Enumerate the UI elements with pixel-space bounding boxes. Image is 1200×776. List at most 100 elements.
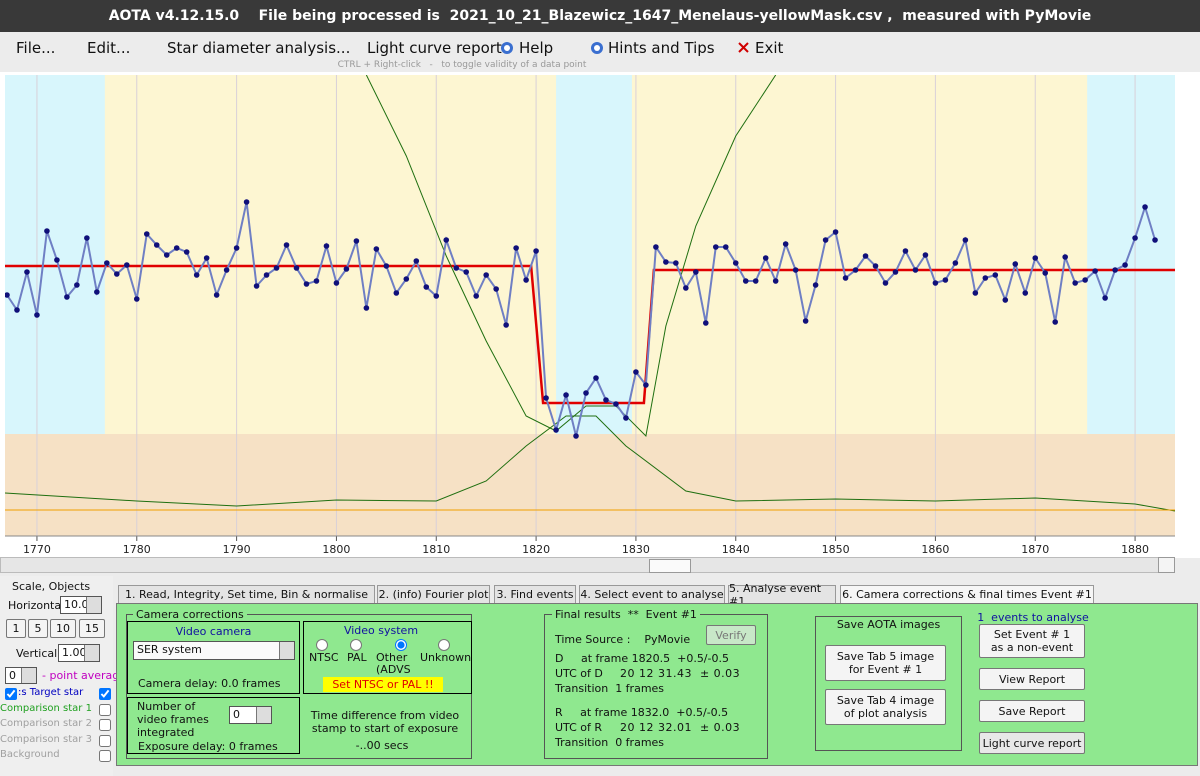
radio[interactable]: [350, 639, 362, 651]
data-point: [523, 277, 529, 283]
menu-item[interactable]: Star diameter analysis...: [167, 39, 351, 57]
light-curve-plot[interactable]: 1770 1780 1790 1800 1810 1820 1830 1840 1850 1860…: [0, 0, 1200, 576]
tab[interactable]: 1. Read, Integrity, Set time, Bin & norm…: [118, 585, 375, 603]
box-title: Video camera: [175, 625, 252, 638]
scroll-right[interactable]: [1158, 557, 1175, 573]
radio-label: NTSC: [309, 651, 339, 664]
hints-icon: [591, 42, 603, 54]
object-label: Comparison star 3: [0, 733, 92, 745]
save-tab5-button[interactable]: Save Tab 5 image for Event # 1: [825, 645, 946, 681]
object-checkbox[interactable]: [99, 703, 111, 716]
data-point: [443, 237, 450, 243]
object-checkbox[interactable]: [99, 750, 111, 762]
scale-button[interactable]: 5: [28, 619, 48, 638]
data-point: [812, 282, 819, 288]
data-point: [992, 272, 999, 278]
light-curve-report-button[interactable]: Light curve report: [979, 732, 1085, 754]
spin-arrows[interactable]: [84, 645, 99, 661]
left-panel: Scale, Objects Horizontal 10.0 1 5 10 15…: [0, 576, 126, 776]
data-point: [323, 243, 330, 249]
tab[interactable]: 4. Select event to analyse: [579, 585, 725, 603]
menu-item[interactable]: Exit: [755, 39, 784, 57]
view-report-button[interactable]: View Report: [979, 668, 1085, 690]
vertical-spinbox[interactable]: 1.00: [58, 644, 100, 662]
x-tick-label: 1810: [422, 543, 450, 556]
object-checkbox[interactable]: [99, 719, 111, 731]
object-checkbox[interactable]: [99, 688, 111, 700]
data-point: [1022, 290, 1029, 296]
dropdown-arrow[interactable]: [279, 642, 294, 659]
data-point: [1012, 261, 1019, 267]
scrollbar[interactable]: [0, 557, 1175, 573]
value: 0: [9, 669, 16, 682]
data-point: [862, 253, 869, 259]
menu-item[interactable]: File...: [16, 39, 56, 57]
data-point: [972, 290, 979, 296]
menu-item[interactable]: Help: [519, 39, 554, 57]
data-point: [423, 284, 430, 290]
dropdown-arrow[interactable]: [21, 668, 36, 683]
data-point: [493, 286, 499, 292]
radio[interactable]: [316, 639, 328, 651]
data-point: [283, 242, 290, 248]
data-point: [403, 276, 410, 282]
data-point: [153, 242, 160, 248]
data-point: [313, 278, 320, 284]
frames-box: [127, 697, 300, 754]
save-images-group: [815, 616, 962, 751]
data-point: [573, 433, 579, 439]
menu-item[interactable]: Light curve report: [367, 39, 502, 57]
data-point: [1122, 262, 1128, 268]
camera-select[interactable]: SER system: [133, 641, 295, 660]
spin-arrows[interactable]: [86, 597, 101, 613]
radio[interactable]: [438, 639, 450, 651]
data-point: [782, 241, 789, 247]
data-point: [1152, 237, 1158, 243]
time-difference: -..00 secs: [355, 739, 409, 752]
data-point: [742, 278, 749, 284]
data-point: [1142, 204, 1148, 210]
data-point: [433, 293, 440, 299]
data-point: [503, 322, 509, 328]
data-point: [193, 272, 200, 278]
exit-icon: [738, 42, 749, 53]
verify-button[interactable]: Verify: [706, 625, 756, 645]
frames-select[interactable]: 0: [229, 706, 272, 724]
data-point: [44, 228, 50, 234]
object-checkbox[interactable]: [5, 688, 17, 700]
tab[interactable]: 2. (info) Fourier plot: [377, 585, 490, 603]
data-point: [962, 237, 969, 243]
data-point: [722, 244, 729, 250]
data-point: [333, 280, 340, 286]
non-event-button[interactable]: Set Event # 1 as a non-event: [979, 624, 1085, 658]
tab[interactable]: 3. Find events: [494, 585, 576, 603]
data-point: [473, 293, 479, 299]
scale-button[interactable]: 10: [50, 619, 76, 638]
dropdown-arrow[interactable]: [256, 707, 271, 723]
d-frame: D at frame 1820.5 +0.5/-0.5: [555, 652, 729, 665]
point-average-select[interactable]: 0: [5, 667, 37, 684]
data-point: [373, 246, 380, 252]
data-point: [123, 262, 130, 268]
object-checkbox[interactable]: [99, 734, 111, 747]
data-point: [802, 318, 809, 324]
data-point: [1062, 254, 1068, 260]
value: 10.0: [64, 598, 89, 611]
menu-item[interactable]: Edit...: [87, 39, 131, 57]
tab[interactable]: 6. Camera corrections & final times Even…: [840, 585, 1094, 603]
tab[interactable]: 5. Analyse event #1: [728, 582, 836, 608]
lower-background: [5, 434, 1175, 536]
horizontal-spinbox[interactable]: 10.0: [60, 596, 102, 614]
scale-button[interactable]: 1: [6, 619, 26, 638]
data-point: [74, 282, 80, 288]
object-label: Comparison star 1: [0, 702, 92, 714]
x-tick-label: 1860: [921, 543, 949, 556]
save-report-button[interactable]: Save Report: [979, 700, 1085, 722]
radio[interactable]: [395, 639, 407, 651]
scale-button[interactable]: 15: [79, 619, 105, 638]
scroll-thumb[interactable]: [649, 559, 691, 573]
data-point: [683, 285, 689, 291]
save-tab4-button[interactable]: Save Tab 4 image of plot analysis: [825, 689, 946, 725]
menu-item[interactable]: Hints and Tips: [608, 39, 715, 57]
data-point: [303, 281, 310, 287]
